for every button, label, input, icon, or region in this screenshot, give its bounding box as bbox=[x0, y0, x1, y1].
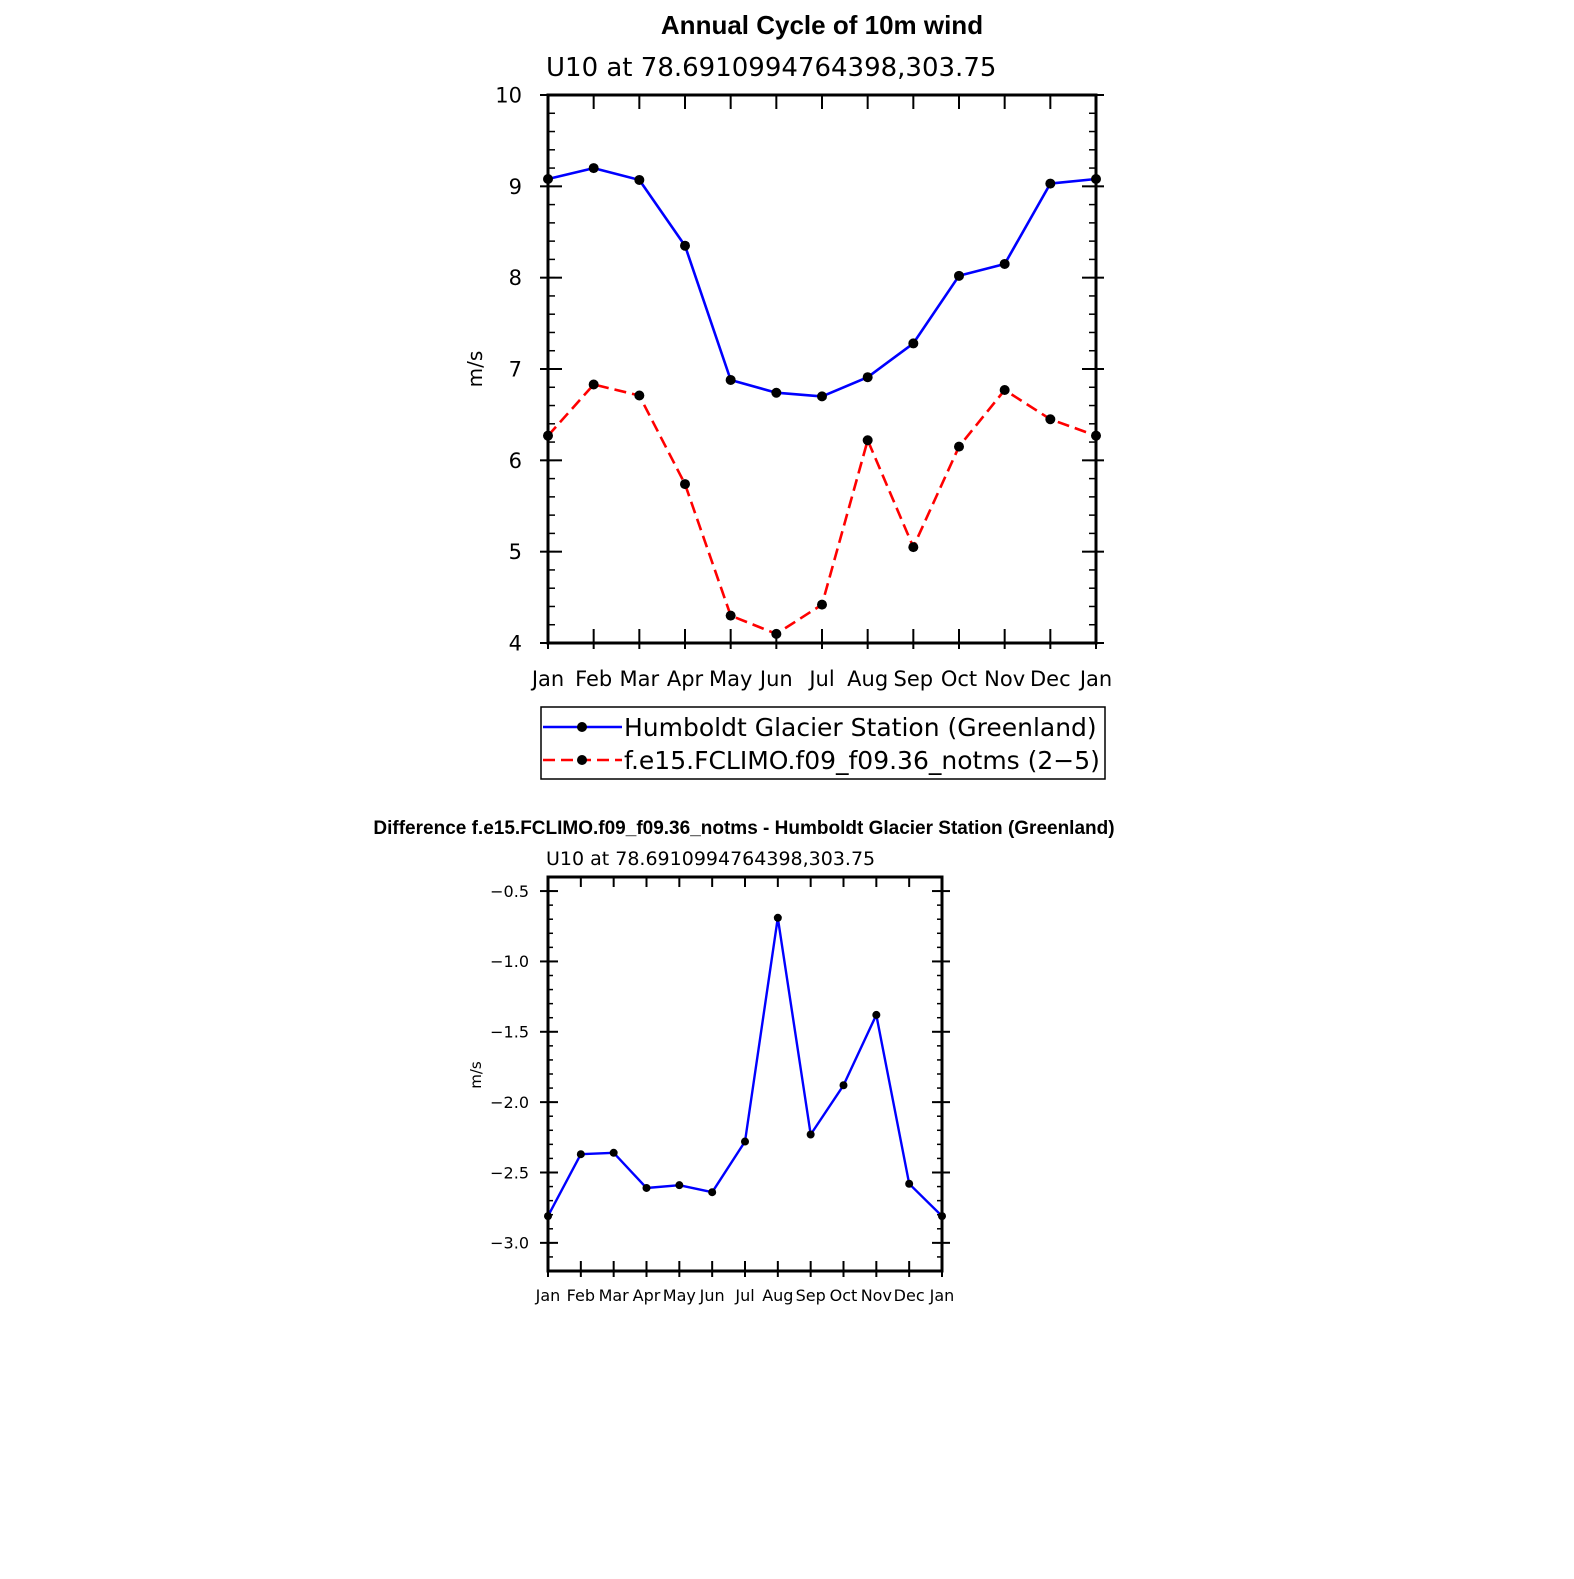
annual-cycle-chart: Annual Cycle of 10m wind U10 at 78.69109… bbox=[463, 10, 1112, 780]
chart1-xtick-label: Sep bbox=[894, 667, 934, 691]
chart1-series-1-point bbox=[588, 379, 599, 390]
chart2-xtick-label: Jun bbox=[699, 1286, 725, 1305]
chart1-series-0-point bbox=[634, 174, 645, 185]
chart2-ytick-label: −1.5 bbox=[490, 1023, 529, 1042]
chart2-series bbox=[544, 913, 946, 1221]
chart1-xtick-label: Aug bbox=[847, 667, 888, 691]
chart2-xtick-label: May bbox=[663, 1286, 696, 1305]
chart2-xtick-label: Feb bbox=[567, 1286, 595, 1305]
chart1-xtick-label: Jul bbox=[807, 667, 834, 691]
chart1-series-1-point bbox=[908, 542, 919, 553]
chart1-series-0-point bbox=[771, 387, 782, 398]
chart1-xtick-label: Nov bbox=[984, 667, 1025, 691]
chart1-subtitle: U10 at 78.6910994764398,303.75 bbox=[546, 53, 996, 83]
chart2-ytick-label: −0.5 bbox=[490, 882, 529, 901]
chart1-series-0-point bbox=[1045, 178, 1056, 189]
difference-chart: Difference f.e15.FCLIMO.f09_f09.36_notms… bbox=[373, 818, 1114, 1305]
chart1-series-1-point bbox=[634, 390, 645, 401]
chart2-xtick-label: Jan bbox=[929, 1286, 955, 1305]
chart1-tick-labels: Jan Feb Mar Apr May Jun Jul Aug Sep Oct Nov Dec Jan 4… bbox=[495, 84, 1112, 691]
chart1-xtick-label: Apr bbox=[667, 667, 704, 691]
legend-humboldt-marker bbox=[577, 722, 587, 732]
chart2-series-0-point bbox=[741, 1137, 749, 1146]
chart1-series-0-point bbox=[954, 270, 964, 281]
chart1-series-0-line bbox=[547, 166, 1097, 398]
chart2-series-0-point bbox=[839, 1081, 848, 1090]
chart2-ytick-label: −1.0 bbox=[490, 952, 529, 971]
chart1-series-1-point bbox=[817, 599, 827, 610]
chart2-title: Difference f.e15.FCLIMO.f09_f09.36_notms… bbox=[373, 818, 1114, 839]
chart2-plot-frame bbox=[546, 875, 944, 1273]
chart1-series-1-point bbox=[725, 610, 736, 621]
chart1-xtick-label: Feb bbox=[575, 667, 612, 691]
chart2-ylabel: m/s bbox=[467, 1061, 485, 1089]
chart1-series-1-point bbox=[1045, 414, 1056, 425]
chart2-series-0-point bbox=[905, 1179, 914, 1188]
chart2-xtick-label: Oct bbox=[830, 1286, 858, 1305]
legend-model-marker bbox=[577, 755, 587, 765]
chart1-xtick-label: Jun bbox=[758, 667, 793, 691]
chart2-ytick-label: −2.5 bbox=[490, 1163, 529, 1182]
chart1-series-0-point bbox=[999, 258, 1010, 269]
chart2-series-0-point bbox=[872, 1010, 881, 1019]
chart1-series-0-point bbox=[725, 374, 736, 385]
chart2-ytick-label: −2.0 bbox=[490, 1093, 529, 1112]
chart2-xtick-label: Jul bbox=[734, 1286, 754, 1305]
chart1-xtick-label: Dec bbox=[1030, 667, 1071, 691]
chart1-title: Annual Cycle of 10m wind bbox=[661, 10, 983, 40]
chart2-tick-labels: Jan Feb Mar Apr May Jun Jul Aug Sep Oct Nov Dec Jan−… bbox=[490, 882, 954, 1305]
chart1-legend-box bbox=[540, 706, 1106, 780]
chart1-series-1-point bbox=[862, 435, 873, 446]
chart2-series-0-point bbox=[773, 913, 782, 922]
chart1-ytick-label: 9 bbox=[509, 175, 522, 199]
chart1-plot-frame bbox=[546, 93, 1098, 645]
chart2-xtick-label: Nov bbox=[861, 1286, 892, 1305]
chart2-series-0-point bbox=[708, 1188, 717, 1197]
chart1-series-0-point bbox=[862, 372, 873, 383]
chart1-ticks bbox=[540, 94, 1104, 649]
chart2-xtick-label: Apr bbox=[633, 1286, 661, 1305]
chart2-series-0-point bbox=[642, 1183, 651, 1192]
chart1-ytick-label: 5 bbox=[509, 540, 522, 564]
chart1-ylabel: m/s bbox=[463, 351, 487, 388]
chart2-series-0-line bbox=[546, 916, 943, 1217]
chart1-ytick-label: 4 bbox=[509, 632, 522, 656]
chart1-ytick-label: 10 bbox=[495, 84, 522, 108]
chart2-ytick-label: −3.0 bbox=[490, 1234, 529, 1253]
chart2-series-0-point bbox=[675, 1181, 684, 1190]
chart1-ytick-label: 8 bbox=[509, 266, 522, 290]
chart2-xtick-label: Mar bbox=[599, 1286, 630, 1305]
chart1-xtick-label: Oct bbox=[941, 667, 977, 691]
chart2-series-0-point bbox=[576, 1150, 585, 1159]
chart1-series-1-point bbox=[680, 479, 690, 490]
chart1-series-0-point bbox=[908, 338, 919, 349]
chart2-series-0-point bbox=[806, 1130, 815, 1139]
chart1-series-0-point bbox=[680, 240, 690, 251]
chart2-xtick-label: Aug bbox=[762, 1286, 793, 1305]
chart1-series-1-point bbox=[999, 385, 1010, 396]
chart1-series-0-point bbox=[817, 391, 827, 402]
chart1-series-1-line bbox=[547, 383, 1097, 636]
chart2-xtick-label: Jan bbox=[535, 1286, 561, 1305]
chart1-xtick-label: Jan bbox=[530, 667, 564, 691]
legend-model-label: f.e15.FCLIMO.f09_f09.36_notms (2−5) bbox=[624, 746, 1100, 775]
legend-humboldt-label: Humboldt Glacier Station (Greenland) bbox=[624, 713, 1097, 742]
chart1-series-1-point bbox=[954, 441, 964, 452]
chart1-series-0-point bbox=[588, 163, 599, 174]
chart1-xtick-label: Jan bbox=[1078, 667, 1112, 691]
chart1-xtick-label: Mar bbox=[620, 667, 660, 691]
chart1-series-1-point bbox=[771, 628, 782, 639]
chart1-ytick-label: 7 bbox=[509, 358, 522, 382]
chart2-subtitle: U10 at 78.6910994764398,303.75 bbox=[546, 848, 875, 870]
chart2-xtick-label: Sep bbox=[796, 1286, 826, 1305]
chart1-series bbox=[543, 163, 1101, 639]
chart1-ytick-label: 6 bbox=[509, 449, 522, 473]
chart1-legend: Humboldt Glacier Station (Greenland) f.e… bbox=[540, 706, 1106, 780]
chart1-xtick-label: May bbox=[709, 667, 752, 691]
chart2-series-0-point bbox=[609, 1148, 618, 1157]
chart2-xtick-label: Dec bbox=[894, 1286, 925, 1305]
